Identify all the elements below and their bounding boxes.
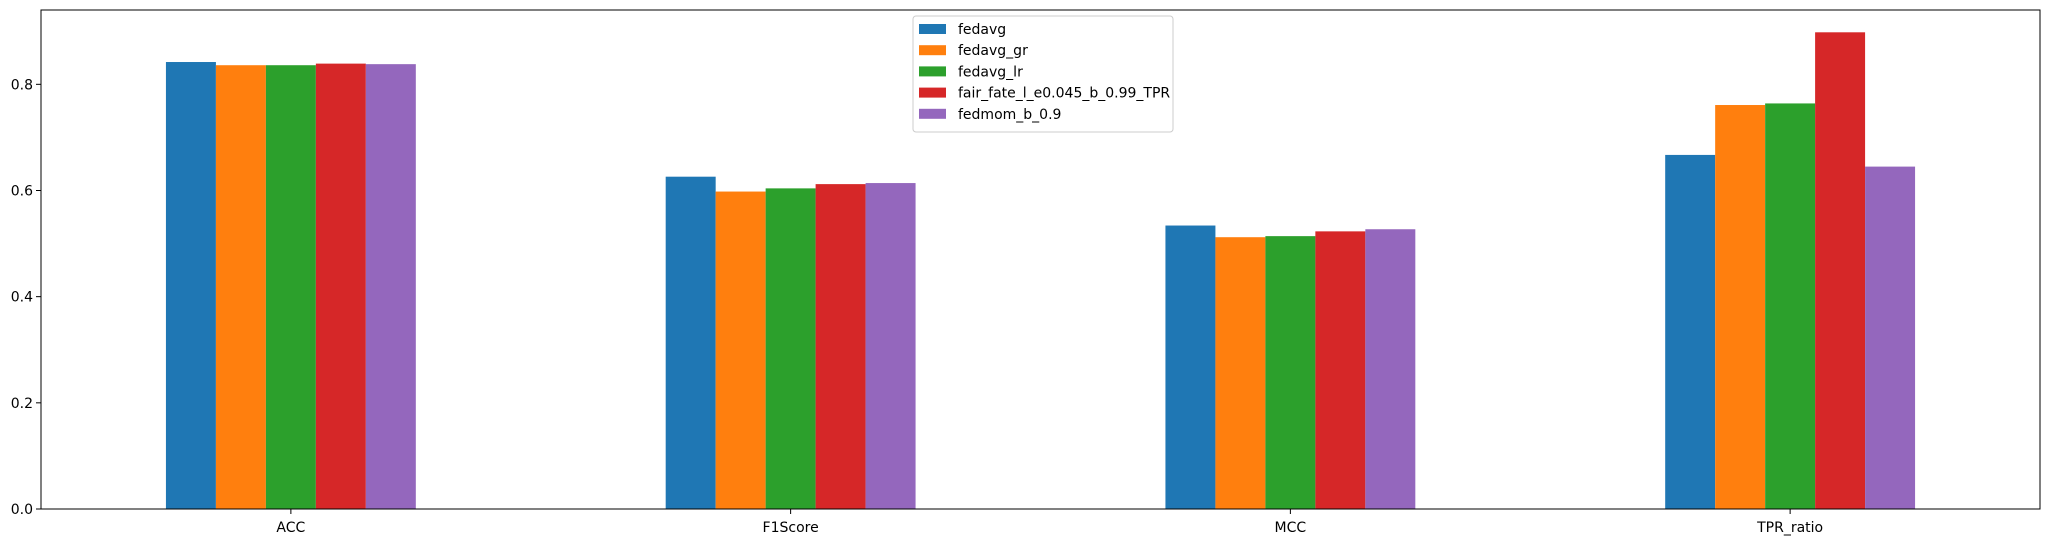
bar-fedmom_b_0.9-ACC [365,64,416,510]
legend-swatch [919,108,946,119]
bar-fedavg_gr-TPR_ratio [1715,105,1766,510]
bar-fedavg-MCC [1165,225,1216,509]
bar-fedavg-F1Score [665,176,716,509]
bar-fedavg-TPR_ratio [1665,154,1716,510]
legend-label: fedmom_b_0.9 [958,107,1061,123]
bar-fair_fate_l_e0.045_b_0.99_TPR-TPR_ratio [1815,32,1866,510]
y-tick-label: 0.4 [11,290,33,306]
bar-fair_fate_l_e0.045_b_0.99_TPR-F1Score [815,184,866,509]
bar-fedavg_lr-TPR_ratio [1765,103,1816,510]
x-tick-label: F1Score [763,520,819,536]
legend-label: fair_fate_l_e0.045_b_0.99_TPR [958,86,1170,102]
bar-fedavg-ACC [165,62,216,510]
legend-swatch [919,24,946,34]
bar-fedmom_b_0.9-F1Score [865,183,916,509]
bar-fedavg_lr-F1Score [765,188,816,509]
legend-label: fedavg_gr [958,43,1028,59]
legend-label: fedavg_lr [958,64,1023,80]
bar-fedavg_gr-F1Score [715,191,766,510]
plot-area-frame [40,9,2041,510]
bar-fair_fate_l_e0.045_b_0.99_TPR-MCC [1315,231,1366,510]
x-tick-label: ACC [276,520,305,536]
y-axis: 0.0 0.2 0.4 0.6 0.8 [11,77,41,518]
x-tick-label: TPR_ratio [1756,520,1823,536]
legend: fedavg fedavg_gr fedavg_lr fair_fate_l_e0.0… [912,15,1174,133]
legend-swatch [919,66,946,77]
bar-fedmom_b_0.9-MCC [1365,229,1416,510]
bar-fair_fate_l_e0.045_b_0.99_TPR-ACC [315,63,366,510]
legend-box [912,15,1174,133]
bar-fedavg_gr-ACC [215,65,266,510]
bar-fedavg_lr-MCC [1265,236,1316,509]
legend-label: fedavg [958,22,1006,38]
bars-group [165,32,1916,510]
bar-fedmom_b_0.9-TPR_ratio [1865,166,1916,509]
y-tick-label: 0.8 [11,77,33,93]
y-tick-label: 0.6 [11,183,33,199]
bar-fedavg_lr-ACC [265,65,316,510]
y-tick-label: 0.0 [11,502,33,518]
y-tick-label: 0.2 [11,396,33,412]
legend-swatch [919,45,946,56]
x-axis: ACC F1Score MCC TPR_ratio [276,509,1823,536]
bar-fedavg_gr-MCC [1215,237,1266,509]
x-tick-label: MCC [1275,520,1307,536]
legend-swatch [919,87,946,98]
